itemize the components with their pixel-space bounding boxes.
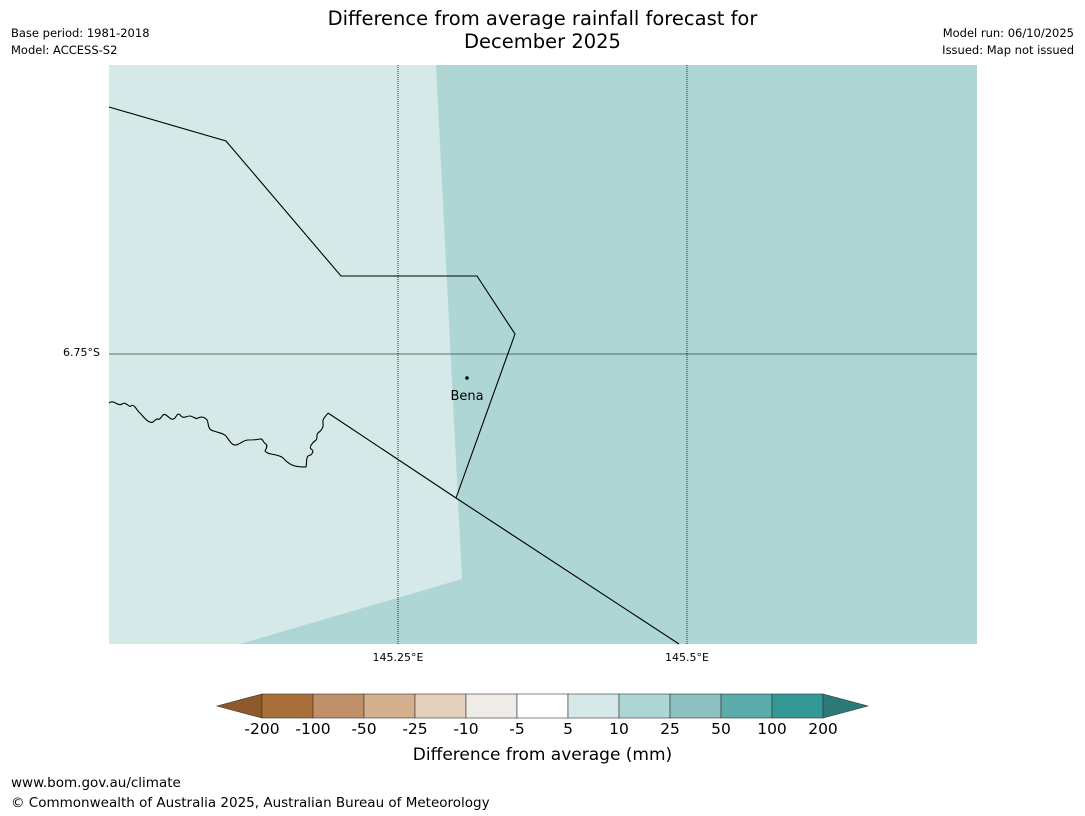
footer-url: www.bom.gov.au/climate xyxy=(11,775,181,791)
colorbar-label: Difference from average (mm) xyxy=(412,745,673,765)
base-period-text: Base period: 1981-2018 xyxy=(11,26,150,40)
colorbar-segment xyxy=(669,693,722,719)
place-label-bena: Bena xyxy=(450,389,484,404)
colorbar-segment xyxy=(261,693,314,719)
latitude-label: 6.75°S xyxy=(63,346,100,359)
longitude-label-2: 145.5°E xyxy=(665,651,709,664)
colorbar-tick-label: -50 xyxy=(351,720,377,738)
district-boundary-lower xyxy=(327,412,680,645)
forecast-region-light xyxy=(109,65,462,644)
colorbar-tick-label: 100 xyxy=(757,720,787,738)
meta-right: Model run: 06/10/2025 Issued: Map not is… xyxy=(942,25,1074,59)
footer-copyright: © Commonwealth of Australia 2025, Austra… xyxy=(11,795,490,811)
place-marker xyxy=(465,376,469,380)
colorbar-tick-label: -25 xyxy=(402,720,428,738)
colorbar-segment xyxy=(312,693,365,719)
colorbar-tick-label: 10 xyxy=(609,720,629,738)
colorbar-extend-high xyxy=(822,693,870,719)
boundary-river xyxy=(108,401,329,468)
colorbar-segment xyxy=(720,693,773,719)
model-run-text: Model run: 06/10/2025 xyxy=(942,26,1074,40)
colorbar-segment xyxy=(516,693,569,719)
title-line-1: Difference from average rainfall forecas… xyxy=(327,7,758,30)
colorbar-tick-label: -10 xyxy=(453,720,479,738)
colorbar-segment xyxy=(465,693,518,719)
colorbar-tick-label: 50 xyxy=(711,720,731,738)
map-title: Difference from average rainfall forecas… xyxy=(0,7,1085,53)
colorbar xyxy=(215,693,870,719)
colorbar-tick-label: -100 xyxy=(295,720,331,738)
colorbar-segment xyxy=(414,693,467,719)
colorbar-tick-label: 25 xyxy=(660,720,680,738)
colorbar-segment xyxy=(363,693,416,719)
colorbar-tick-label: 5 xyxy=(563,720,573,738)
title-line-2: December 2025 xyxy=(464,30,621,53)
colorbar-segment xyxy=(567,693,620,719)
colorbar-extend-low xyxy=(215,693,263,719)
colorbar-segment xyxy=(771,693,824,719)
meta-left: Base period: 1981-2018 Model: ACCESS-S2 xyxy=(11,25,150,59)
colorbar-tick-label: -200 xyxy=(244,720,280,738)
colorbar-tick-label: 200 xyxy=(808,720,838,738)
colorbar-tick-label: -5 xyxy=(509,720,525,738)
model-text: Model: ACCESS-S2 xyxy=(11,43,118,57)
colorbar-segment xyxy=(618,693,671,719)
issued-text: Issued: Map not issued xyxy=(942,43,1074,57)
district-boundary-upper xyxy=(108,106,516,499)
longitude-label-1: 145.25°E xyxy=(372,651,424,664)
